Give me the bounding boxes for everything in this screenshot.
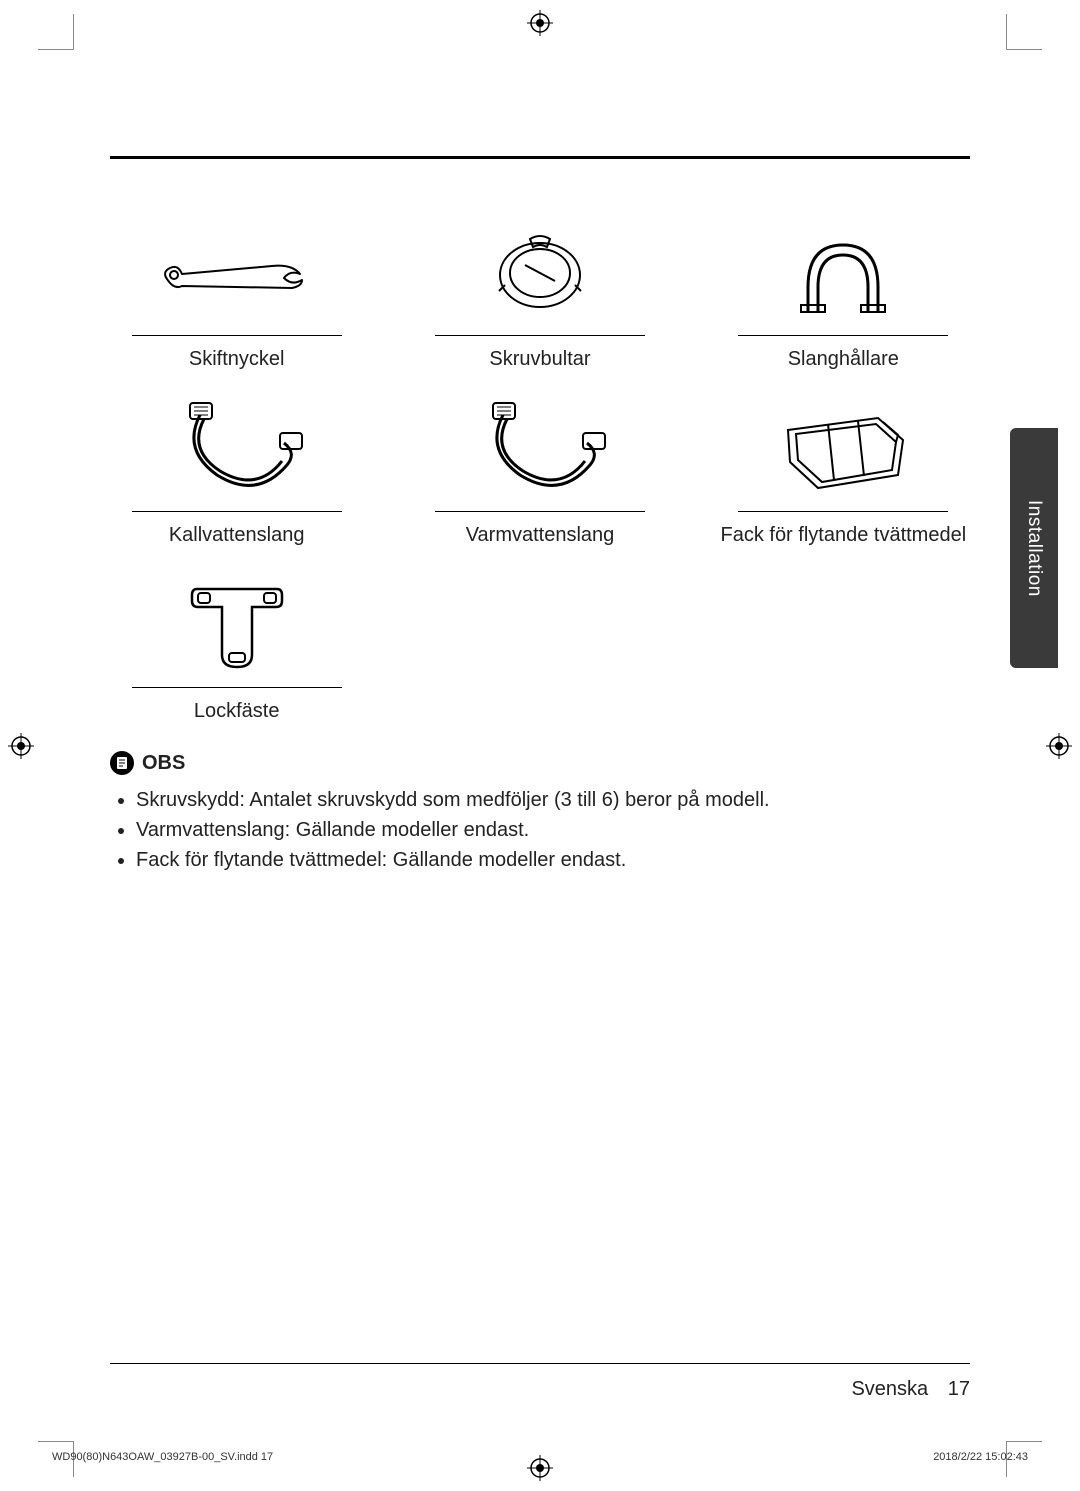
cell-divider	[132, 511, 342, 512]
registration-mark-right	[1046, 733, 1072, 759]
side-tab: Installation	[1010, 428, 1058, 668]
footer-rule	[110, 1363, 970, 1364]
note-item: Varmvattenslang: Gällande modeller endas…	[136, 815, 970, 845]
hot-hose-icon	[435, 395, 645, 505]
print-meta-timestamp: 2018/2/22 15:02:43	[933, 1451, 1028, 1463]
cell-divider	[132, 335, 342, 336]
cold-hose-icon	[132, 395, 342, 505]
cell-divider	[738, 511, 948, 512]
accessory-caption: Kallvattenslang	[169, 522, 305, 549]
cap-fixer-icon	[132, 571, 342, 681]
registration-mark-bottom	[527, 1455, 553, 1481]
accessory-grid: Skiftnyckel Skruvbultar	[110, 219, 970, 725]
registration-mark-left	[8, 733, 34, 759]
accessory-caption: Lockfäste	[194, 698, 280, 725]
accessory-cell: Fack för flytande tvättmedel	[717, 395, 970, 549]
bolt-cap-icon	[435, 219, 645, 329]
section-rule	[110, 156, 970, 159]
page-footer: Svenska 17	[110, 1363, 970, 1401]
note-icon	[110, 751, 134, 775]
accessory-caption: Varmvattenslang	[466, 522, 615, 549]
accessory-cell: Lockfäste	[110, 571, 363, 725]
accessory-caption: Skiftnyckel	[189, 346, 285, 373]
cell-divider	[132, 687, 342, 688]
note-item: Skruvskydd: Antalet skruvskydd som medfö…	[136, 785, 970, 815]
crop-mark-tl	[38, 14, 74, 50]
accessory-cell: Skiftnyckel	[110, 219, 363, 373]
accessory-cell: Varmvattenslang	[413, 395, 666, 549]
accessory-caption: Slanghållare	[788, 346, 899, 373]
print-meta-file: WD90(80)N643OAW_03927B-00_SV.indd 17	[52, 1451, 273, 1463]
hose-guide-icon	[738, 219, 948, 329]
side-tab-label: Installation	[1023, 500, 1045, 597]
footer-language: Svenska	[851, 1378, 928, 1400]
registration-mark-top	[527, 10, 553, 36]
note-list: Skruvskydd: Antalet skruvskydd som medfö…	[110, 785, 970, 875]
accessory-caption: Skruvbultar	[489, 346, 590, 373]
cell-divider	[435, 511, 645, 512]
note-title: OBS	[142, 752, 185, 775]
footer-page-number: 17	[948, 1378, 970, 1400]
accessory-caption: Fack för flytande tvättmedel	[720, 522, 966, 549]
cell-divider	[435, 335, 645, 336]
accessory-cell: Kallvattenslang	[110, 395, 363, 549]
detergent-tray-icon	[738, 395, 948, 505]
accessory-cell: Skruvbultar	[413, 219, 666, 373]
cell-divider	[738, 335, 948, 336]
crop-mark-tr	[1006, 14, 1042, 50]
accessory-cell: Slanghållare	[717, 219, 970, 373]
note-item: Fack för flytande tvättmedel: Gällande m…	[136, 845, 970, 875]
note-block: OBS Skruvskydd: Antalet skruvskydd som m…	[110, 751, 970, 875]
wrench-icon	[132, 219, 342, 329]
page-content: Installation Skiftnyckel	[110, 60, 970, 1401]
